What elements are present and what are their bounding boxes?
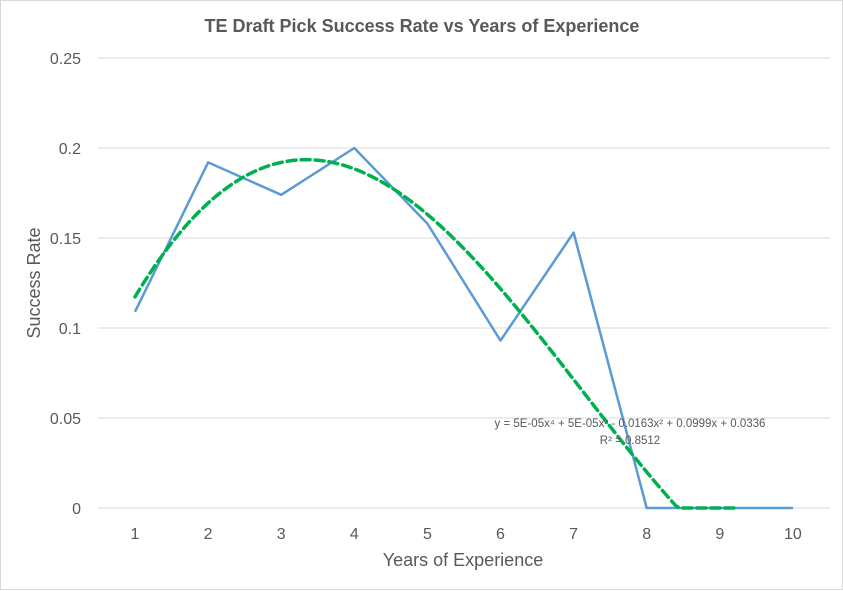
chart-title: TE Draft Pick Success Rate vs Years of E… <box>205 16 640 36</box>
x-tick-label: 3 <box>277 526 286 543</box>
y-tick-label: 0.1 <box>59 321 81 338</box>
x-tick-label: 9 <box>715 526 724 543</box>
x-axis-title: Years of Experience <box>383 550 543 570</box>
y-tick-label: 0.25 <box>50 51 81 68</box>
trendline-r-squared: R² = 0.8512 <box>600 435 660 447</box>
y-tick-label: 0.2 <box>59 141 81 158</box>
x-tick-label: 6 <box>496 526 505 543</box>
y-axis-title: Success Rate <box>24 227 44 338</box>
y-tick-label: 0.15 <box>50 231 81 248</box>
trendline-curve <box>133 157 737 510</box>
y-tick-label: 0.05 <box>50 411 81 428</box>
y-axis-ticks: 0 0.05 0.1 0.15 0.2 0.25 <box>50 51 81 518</box>
x-tick-label: 2 <box>204 526 213 543</box>
x-tick-label: 5 <box>423 526 432 543</box>
x-axis-ticks: 1 2 3 4 5 6 7 8 9 10 <box>131 526 802 543</box>
x-tick-label: 8 <box>642 526 651 543</box>
trendline-group <box>133 157 737 510</box>
x-tick-label: 1 <box>131 526 140 543</box>
x-tick-label: 4 <box>350 526 359 543</box>
x-tick-label: 10 <box>784 526 802 543</box>
x-tick-label: 7 <box>569 526 578 543</box>
trendline-equation: y = 5E-05x⁴ + 5E-05x³ - 0.0163x² + 0.099… <box>495 418 766 430</box>
y-tick-label: 0 <box>72 501 81 518</box>
